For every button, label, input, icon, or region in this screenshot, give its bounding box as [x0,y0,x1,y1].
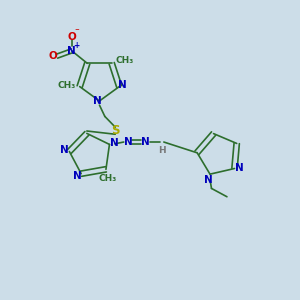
Text: N: N [141,137,149,147]
Text: N: N [235,163,244,173]
Text: O: O [68,32,76,42]
Text: S: S [111,124,119,137]
Text: H: H [158,146,166,155]
Text: N: N [73,171,81,181]
Text: N: N [110,138,118,148]
Text: CH₃: CH₃ [98,174,117,183]
Text: N: N [60,145,68,155]
Text: +: + [74,41,80,50]
Text: N: N [204,175,213,185]
Text: CH₃: CH₃ [57,81,75,90]
Text: N: N [124,137,132,147]
Text: ⁻: ⁻ [74,27,79,36]
Text: N: N [93,96,102,106]
Text: O: O [49,51,58,61]
Text: CH₃: CH₃ [115,56,133,65]
Text: N: N [118,80,127,90]
Text: N: N [68,46,76,56]
